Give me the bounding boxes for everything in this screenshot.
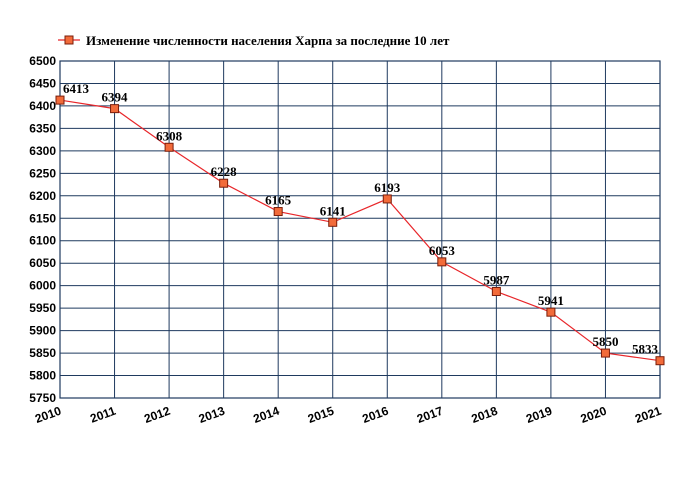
x-tick-label-2017: 2017 — [415, 404, 445, 426]
data-label-2020: 5850 — [592, 334, 618, 349]
y-tick-label-6100: 6100 — [29, 234, 56, 248]
data-point-2016 — [382, 194, 392, 204]
data-point-2018 — [491, 287, 501, 297]
y-axis-ticks: 5750 5800 5850 5900 5950 6000 6050 6100 6150 6200… — [29, 54, 56, 405]
y-tick-label-6500: 6500 — [29, 54, 56, 68]
data-label-2015: 6141 — [320, 203, 346, 218]
y-tick-label-6400: 6400 — [29, 99, 56, 113]
y-tick-label-6250: 6250 — [29, 166, 56, 180]
chart-grid — [59, 60, 661, 399]
y-tick-label-5750: 5750 — [29, 391, 56, 405]
y-tick-label-6350: 6350 — [29, 121, 56, 135]
x-tick-label-2013: 2013 — [197, 404, 227, 426]
x-tick-label-2011: 2011 — [88, 404, 118, 426]
y-tick-label-5850: 5850 — [29, 346, 56, 360]
data-label-2019: 5941 — [538, 293, 564, 308]
data-label-2021: 5833 — [632, 342, 659, 357]
legend-entry-population: Изменение численности населения Харпа за… — [86, 33, 450, 48]
x-tick-label-2021: 2021 — [633, 404, 663, 426]
legend-marker-sample — [64, 35, 74, 45]
y-tick-label-6200: 6200 — [29, 189, 56, 203]
x-tick-label-2015: 2015 — [306, 404, 336, 426]
data-point-2014 — [273, 207, 283, 217]
data-point-2019 — [546, 307, 556, 317]
y-tick-label-5900: 5900 — [29, 324, 56, 338]
data-label-2012: 6308 — [156, 128, 183, 143]
x-tick-label-2020: 2020 — [579, 404, 609, 426]
x-tick-label-2012: 2012 — [142, 404, 172, 426]
y-tick-label-6150: 6150 — [29, 211, 56, 225]
chart-legend: Изменение численности населения Харпа за… — [58, 33, 450, 48]
data-labels: 6413 6394 6308 6228 6165 6141 6193 6053 5987 5941… — [63, 81, 659, 357]
data-point-2015 — [328, 217, 338, 227]
data-label-2016: 6193 — [374, 180, 401, 195]
y-tick-label-6450: 6450 — [29, 76, 56, 90]
x-axis-ticks: 2010 2011 2012 2013 2014 2015 2016 2017 2018 2019… — [33, 404, 663, 426]
data-point-2020 — [600, 348, 610, 358]
data-label-2014: 6165 — [265, 193, 292, 208]
y-tick-label-6000: 6000 — [29, 279, 56, 293]
data-label-2013: 6228 — [211, 164, 238, 179]
x-tick-label-2019: 2019 — [524, 404, 554, 426]
data-label-2010: 6413 — [63, 81, 90, 96]
y-tick-label-6050: 6050 — [29, 256, 56, 270]
data-label-2011: 6394 — [102, 90, 129, 105]
x-tick-label-2014: 2014 — [251, 404, 281, 426]
y-tick-label-6300: 6300 — [29, 144, 56, 158]
plot-frame — [59, 60, 661, 399]
data-point-2010 — [55, 95, 65, 105]
series-markers — [55, 95, 665, 366]
x-tick-label-2010: 2010 — [33, 404, 63, 426]
y-tick-label-5800: 5800 — [29, 369, 56, 383]
series-line-population — [59, 99, 661, 362]
x-tick-label-2016: 2016 — [360, 404, 390, 426]
y-tick-label-5950: 5950 — [29, 301, 56, 315]
x-tick-label-2018: 2018 — [470, 404, 500, 426]
data-point-2017 — [437, 257, 447, 267]
data-point-2011 — [110, 104, 120, 114]
data-label-2017: 6053 — [429, 243, 456, 258]
data-point-2013 — [219, 178, 229, 188]
data-point-2021 — [655, 356, 665, 366]
data-point-2012 — [164, 142, 174, 152]
data-label-2018: 5987 — [483, 273, 510, 288]
